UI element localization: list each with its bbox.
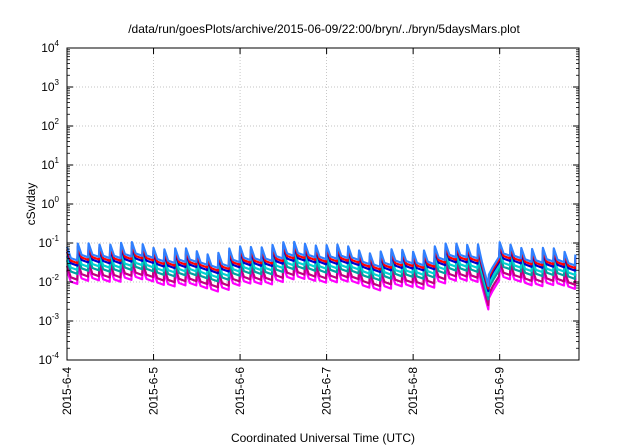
y-tick-label: 10-3 (39, 312, 60, 328)
x-tick-label: 2015-6-4 (60, 367, 74, 415)
x-axis: 2015-6-4 2015-6-5 2015-6-6 2015-6-7 2015-6-8… (60, 48, 507, 415)
x-tick-label: 2015-6-8 (406, 367, 420, 415)
chart-title: /data/run/goesPlots/archive/2015-06-09/2… (128, 22, 520, 36)
x-axis-label: Coordinated Universal Time (UTC) (231, 431, 415, 445)
x-tick-label: 2015-6-9 (493, 367, 507, 415)
x-tick-label: 2015-6-5 (147, 367, 161, 415)
y-tick-label: 10-4 (39, 351, 60, 367)
y-tick-label: 10-2 (39, 273, 60, 289)
y-tick-label: 10-1 (39, 234, 60, 250)
y-tick-label: 103 (41, 78, 59, 94)
y-tick-label: 100 (41, 195, 59, 211)
series-line (65, 240, 577, 287)
y-axis-label: cSv/day (24, 183, 38, 226)
series-layer (65, 240, 577, 311)
y-tick-label: 101 (41, 156, 59, 172)
y-axis: 10-4 10-3 10-2 10-1 100 101 102 103 104 (39, 39, 579, 367)
y-tick-label: 104 (41, 39, 59, 55)
grid (67, 48, 579, 360)
x-tick-label: 2015-6-7 (320, 367, 334, 415)
y-tick-label: 102 (41, 117, 59, 133)
x-tick-label: 2015-6-6 (233, 367, 247, 415)
